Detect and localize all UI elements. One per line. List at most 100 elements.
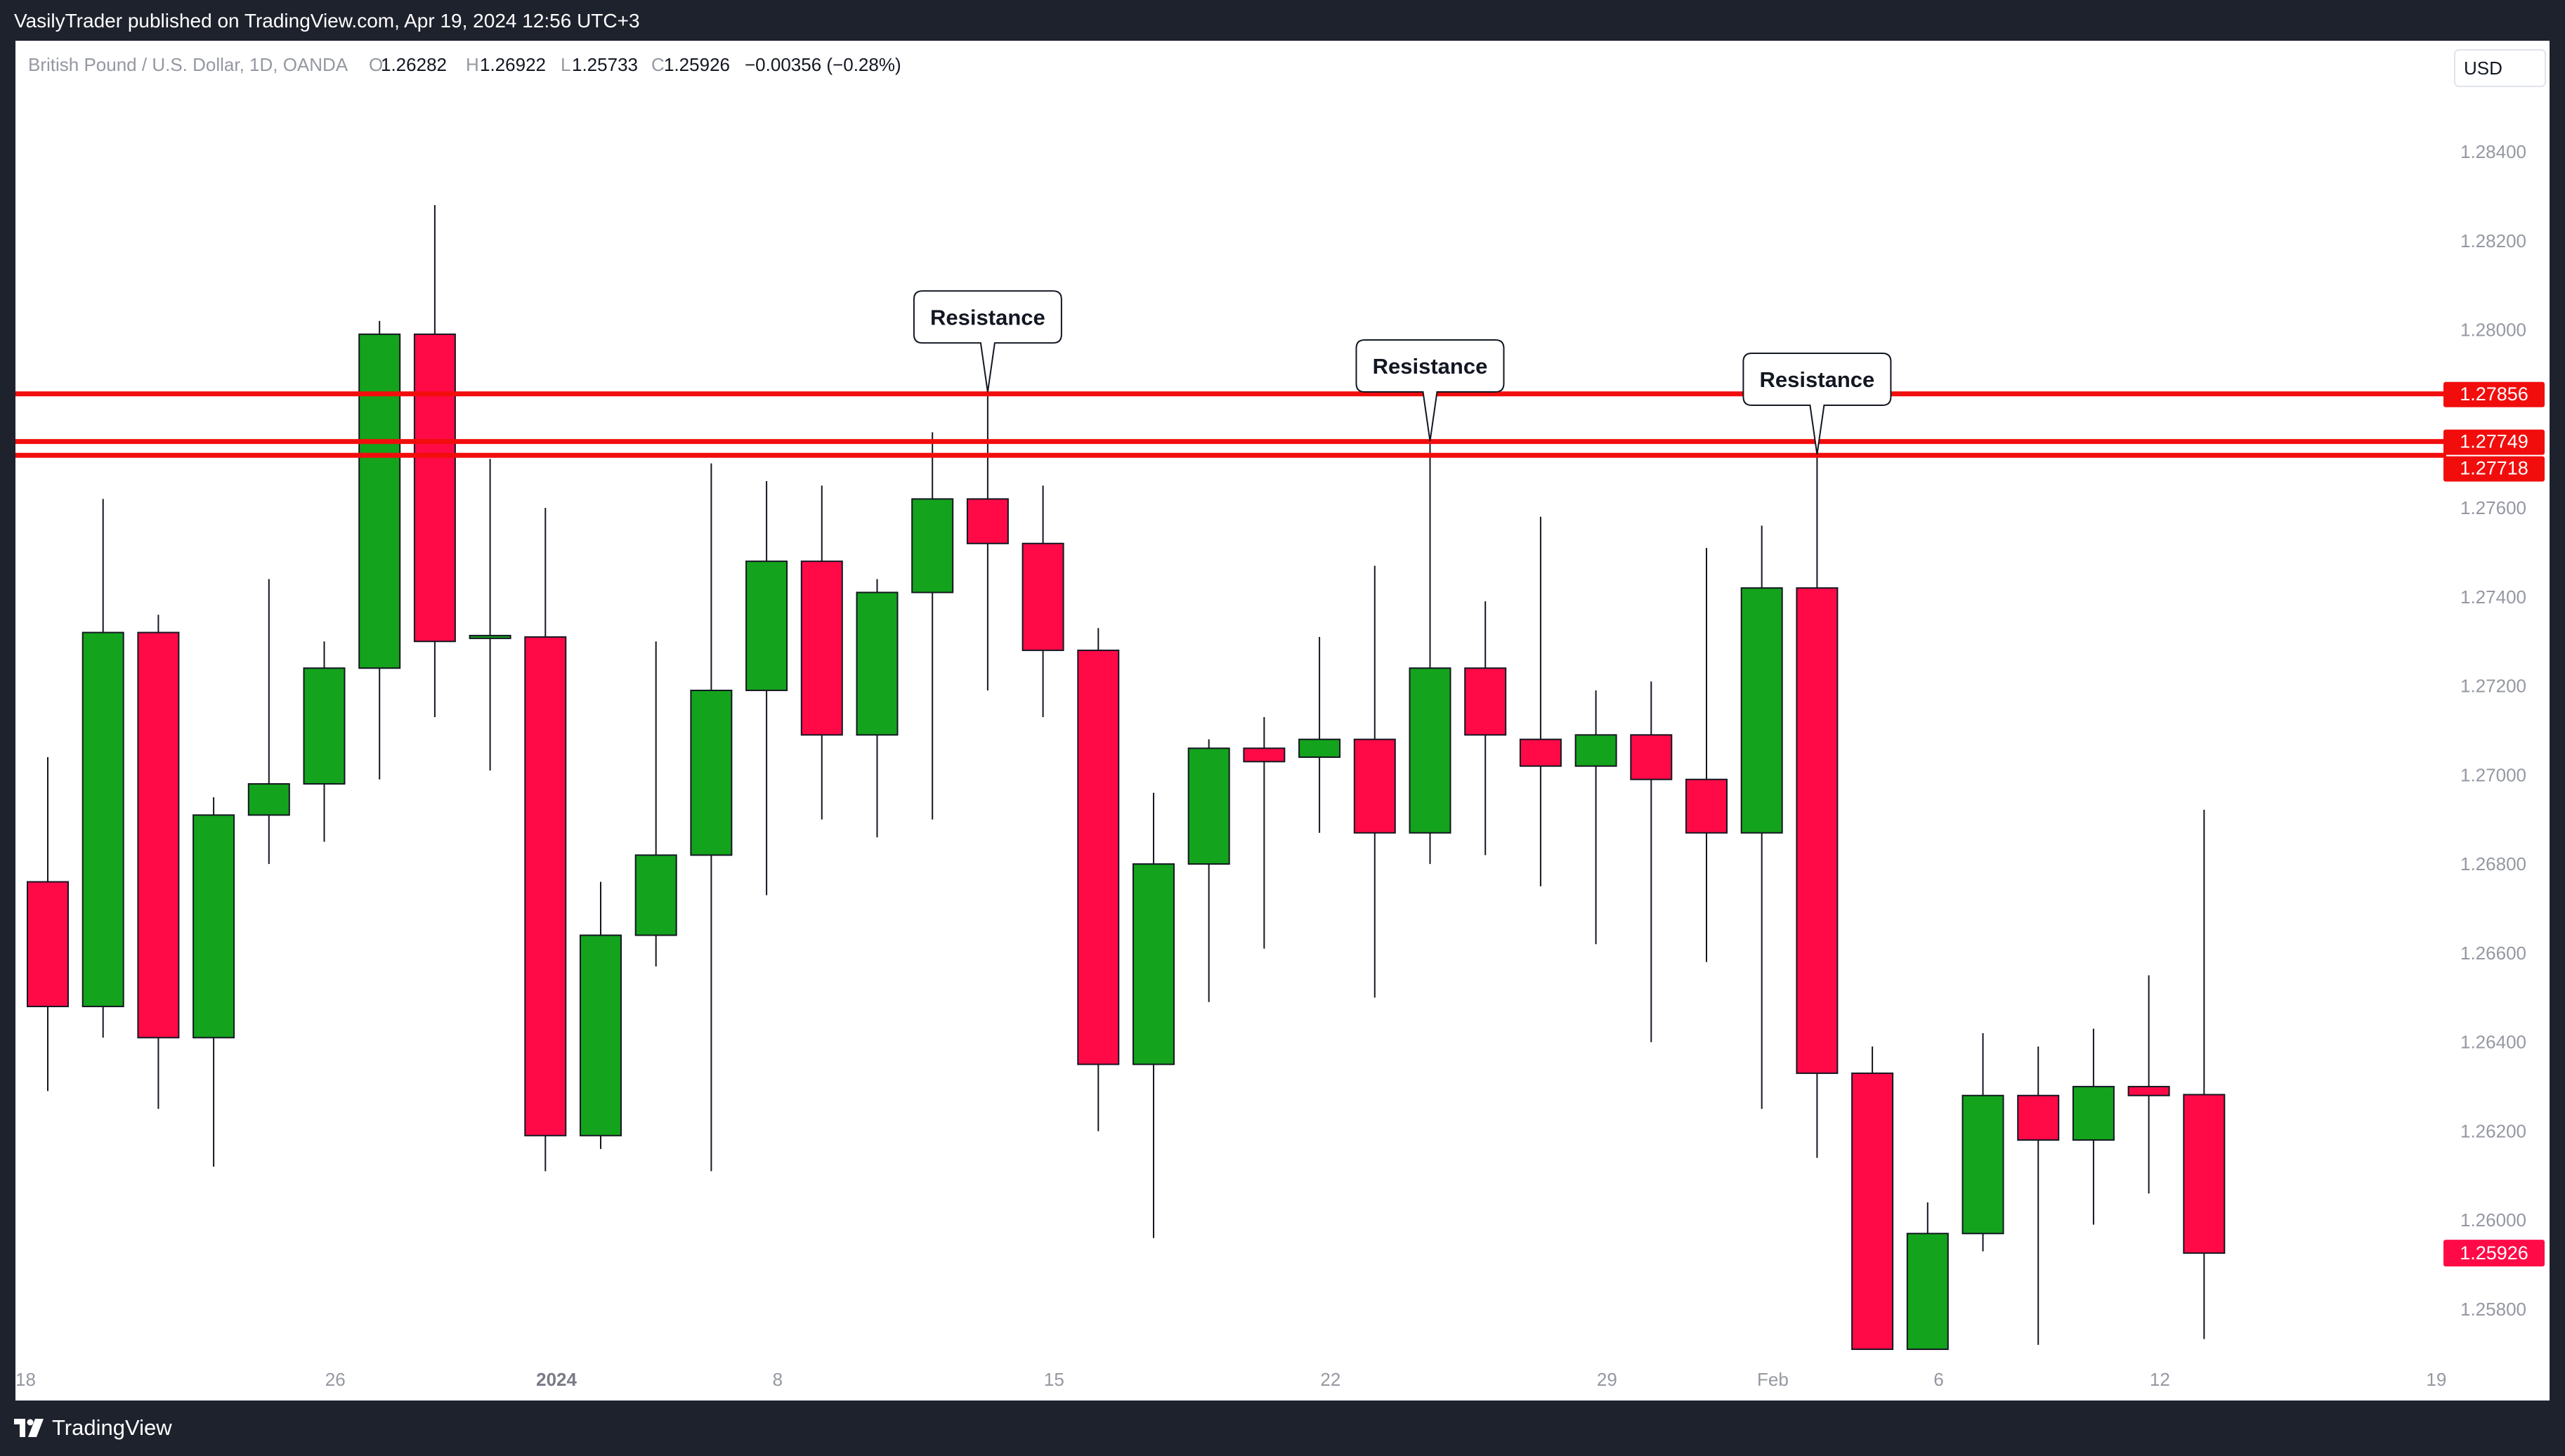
candle xyxy=(634,641,677,966)
candle xyxy=(358,320,401,780)
price-badges: 1.27856 1.27749 1.27718 1.25926 xyxy=(2443,381,2545,1267)
candle xyxy=(1574,690,1617,945)
candle-body xyxy=(2017,1094,2060,1141)
candle xyxy=(81,499,124,1038)
callout-bubble xyxy=(913,290,1062,393)
currency-button[interactable]: USD xyxy=(2454,49,2546,87)
candle-body xyxy=(358,333,401,669)
last-price-label: 1.25926 xyxy=(2460,1242,2528,1264)
candle xyxy=(1630,681,1673,1042)
candle xyxy=(1962,1033,2004,1252)
resistance-price-badge: 1.27749 xyxy=(2443,429,2545,455)
high-label: H xyxy=(466,54,479,75)
candle-body xyxy=(1022,542,1064,651)
candle-body xyxy=(1740,587,1783,834)
candle xyxy=(580,881,622,1149)
candle-body xyxy=(911,498,954,593)
badge-bg xyxy=(2443,381,2545,407)
price-tick-label: 1.27400 xyxy=(2460,586,2526,608)
close-label: C xyxy=(651,54,665,75)
callout-bubble xyxy=(1355,339,1505,442)
callout-label: Resistance xyxy=(930,305,1045,329)
candle xyxy=(911,432,954,820)
currency-label: USD xyxy=(2464,58,2502,79)
published-line: VasilyTrader published on TradingView.co… xyxy=(14,10,640,32)
high-value: 1.26922 xyxy=(480,54,546,75)
last-price-bg xyxy=(2443,1240,2545,1267)
time-tick-label: Feb xyxy=(1757,1369,1789,1390)
price-tick-label: 1.26600 xyxy=(2460,943,2526,964)
price-tick-label: 1.27000 xyxy=(2460,764,2526,785)
candle xyxy=(137,615,180,1109)
price-tick-label: 1.26000 xyxy=(2460,1209,2526,1231)
candle xyxy=(1906,1202,1949,1351)
candle xyxy=(1187,739,1230,1002)
candle xyxy=(856,579,899,838)
resistance-callouts[interactable]: Resistance Resistance Resistance xyxy=(913,290,1892,455)
candle xyxy=(1022,485,1064,717)
candle-body xyxy=(1685,778,1728,834)
candlestick-chart[interactable]: British Pound / U.S. Dollar, 1D, OANDA O… xyxy=(15,41,2550,1401)
bottom-bar: TradingView xyxy=(0,1401,2565,1456)
candle-body xyxy=(1298,738,1341,759)
candle xyxy=(1409,441,1451,865)
time-axis[interactable]: 18 26 2024 8 15 22 29 Feb 6 12 19 xyxy=(15,1369,2446,1390)
candle xyxy=(966,392,1009,690)
candle-body xyxy=(2072,1086,2115,1141)
price-tick-label: 1.27200 xyxy=(2460,676,2526,697)
candle-body xyxy=(2183,1094,2226,1254)
candle xyxy=(1851,1047,1894,1351)
candle-body xyxy=(745,560,788,691)
candle xyxy=(1077,628,1120,1132)
candle-body xyxy=(1133,863,1175,1065)
price-tick-label: 1.25800 xyxy=(2460,1299,2526,1320)
candle xyxy=(1796,454,1839,1158)
badge-bg xyxy=(2443,429,2545,455)
time-tick-label: 12 xyxy=(2150,1369,2170,1390)
resistance-callout[interactable]: Resistance xyxy=(1742,353,1892,455)
candle xyxy=(303,641,346,842)
resistance-callout[interactable]: Resistance xyxy=(913,290,1062,393)
candle xyxy=(1133,792,1175,1238)
resistance-price-badge: 1.27718 xyxy=(2443,456,2545,482)
resistance-lines[interactable] xyxy=(15,391,2446,458)
candle xyxy=(27,757,69,1091)
open-label: O xyxy=(369,54,383,75)
candle-body xyxy=(1906,1233,1949,1351)
candle-body xyxy=(966,498,1009,544)
last-price-badge: 1.25926 xyxy=(2443,1240,2545,1267)
candle-body xyxy=(1851,1073,1894,1351)
candle xyxy=(247,579,290,865)
candle xyxy=(192,797,235,1167)
candle-body xyxy=(634,854,677,936)
candle-body xyxy=(192,814,235,1039)
candle xyxy=(1298,636,1341,833)
candle-body xyxy=(856,591,899,736)
price-tick-label: 1.28000 xyxy=(2460,320,2526,341)
resistance-callout[interactable]: Resistance xyxy=(1355,339,1505,442)
open-value: 1.26282 xyxy=(381,54,447,75)
close-value: 1.25926 xyxy=(664,54,730,75)
candle xyxy=(690,463,733,1172)
candle xyxy=(1353,565,1396,998)
price-tick-label: 1.26800 xyxy=(2460,853,2526,874)
low-label: L xyxy=(561,54,570,75)
candle xyxy=(1740,525,1783,1109)
candle-body xyxy=(81,631,124,1007)
candle-body xyxy=(1962,1094,2004,1235)
candle-body xyxy=(247,783,290,816)
symbol-label: British Pound / U.S. Dollar, 1D, OANDA xyxy=(28,54,348,75)
candle xyxy=(524,508,567,1172)
callout-label: Resistance xyxy=(1760,367,1875,392)
candle-body xyxy=(690,689,733,856)
time-tick-label: 18 xyxy=(15,1369,36,1390)
badge-label: 1.27718 xyxy=(2460,458,2528,479)
candles xyxy=(27,205,2226,1351)
tradingview-brand[interactable]: TradingView xyxy=(14,1415,172,1441)
brand-text: TradingView xyxy=(52,1415,172,1440)
candle-body xyxy=(1187,747,1230,865)
price-axis[interactable]: 1.28400 1.28200 1.28000 1.27600 1.27400 1.272… xyxy=(2460,141,2526,1320)
chart-panel[interactable]: British Pound / U.S. Dollar, 1D, OANDA O… xyxy=(15,41,2550,1401)
candle xyxy=(1685,548,1728,962)
time-tick-label: 2024 xyxy=(536,1369,577,1390)
